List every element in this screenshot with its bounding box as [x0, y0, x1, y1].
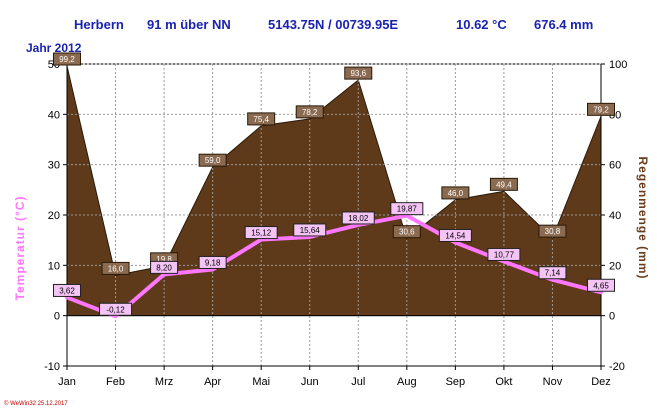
y-tick-label-right: 60: [609, 160, 621, 172]
temperature-data-label: 14,54: [445, 231, 466, 240]
x-tick-label: Feb: [106, 376, 125, 388]
temperature-data-label: 15,12: [251, 229, 272, 238]
x-tick-label: Mai: [252, 376, 270, 388]
precipitation-data-label: 30,8: [545, 227, 561, 236]
temperature-data-label: 10,77: [494, 250, 515, 259]
temperature-data-label: 4,65: [593, 281, 609, 290]
precipitation-data-label: 79,2: [593, 105, 609, 114]
precipitation-data-label: 16,0: [108, 264, 124, 273]
footer-credit: © WeWin32 25.12.2017: [4, 401, 68, 407]
x-tick-label: Jun: [301, 376, 319, 388]
x-tick-label: Apr: [204, 376, 221, 388]
temperature-label-box: [150, 260, 179, 274]
temperature-data-label: 15,64: [300, 226, 321, 235]
precipitation-data-label: 93,6: [350, 69, 366, 78]
x-tick-label: Sep: [446, 376, 466, 388]
temperature-data-label: 18,02: [348, 214, 369, 223]
temperature-data-label: 19,87: [397, 205, 418, 214]
temperature-label-box: [53, 283, 81, 297]
y-tick-label-left: 40: [48, 109, 60, 121]
mean-temperature: 10.62 °C: [456, 17, 507, 32]
y-axis-label-left: Temperatur (°C): [13, 195, 27, 301]
temperature-label-box: [587, 278, 615, 292]
temperature-label-box: [438, 228, 472, 242]
precipitation-label-box: [198, 153, 227, 167]
y-tick-label-right: 20: [609, 260, 621, 272]
x-tick-label: Aug: [397, 376, 417, 388]
precipitation-data-label: 30,6: [399, 228, 415, 237]
y-tick-label-left: -10: [44, 361, 60, 373]
precipitation-label-box: [101, 261, 130, 275]
precipitation-data-label: 78,2: [302, 108, 318, 117]
precipitation-label-box: [53, 52, 81, 66]
x-tick-label: Dez: [591, 376, 611, 388]
y-tick-label-right: 100: [609, 59, 627, 71]
temperature-data-label: 7,14: [545, 269, 561, 278]
precipitation-label-box: [538, 224, 567, 238]
precipitation-label-box: [489, 177, 518, 191]
temperature-data-label: -0,12: [106, 305, 125, 314]
x-tick-label: Jan: [58, 376, 76, 388]
y-tick-label-left: 30: [48, 160, 60, 172]
temperature-data-label: 3,62: [59, 286, 75, 295]
temperature-label-box: [538, 266, 567, 280]
precipitation-label-box: [247, 112, 276, 126]
y-tick-label-left: 20: [48, 210, 60, 222]
station-elevation: 91 m über NN: [147, 17, 231, 32]
precipitation-data-label: 59,0: [205, 156, 221, 165]
temperature-label-box: [390, 202, 424, 216]
station-name: Herbern: [74, 17, 124, 32]
precipitation-label-box: [441, 186, 470, 200]
precipitation-data-label: 75,4: [253, 115, 269, 124]
precipitation-data-label: 49,4: [496, 180, 512, 189]
year-label: Jahr 2012: [26, 41, 82, 55]
x-tick-label: Okt: [495, 376, 512, 388]
y-tick-label-right: 40: [609, 210, 621, 222]
y-tick-label-left: 10: [48, 260, 60, 272]
y-tick-label-right: 0: [609, 311, 615, 323]
temperature-label-box: [99, 302, 133, 316]
temperature-line: [65, 213, 603, 319]
precipitation-data-label: 19,8: [156, 255, 172, 264]
temperature-label-box: [244, 226, 278, 240]
temperature-label-box: [487, 247, 521, 261]
precipitation-label-box: [587, 102, 615, 116]
precipitation-data-label: 46,0: [448, 189, 464, 198]
precipitation-label-box: [344, 66, 373, 80]
x-tick-label: Jul: [351, 376, 365, 388]
temperature-label-box: [293, 223, 327, 237]
precipitation-label-box: [295, 105, 324, 119]
temperature-label-box: [341, 211, 375, 225]
y-tick-label-left: 0: [54, 311, 60, 323]
temperature-data-label: 9,18: [205, 258, 221, 267]
y-tick-label-right: -20: [609, 361, 625, 373]
precipitation-data-label: 99,2: [59, 55, 75, 64]
station-coordinates: 5143.75N / 00739.95E: [268, 17, 399, 32]
total-precipitation: 676.4 mm: [534, 17, 594, 32]
temperature-label-box: [198, 255, 227, 269]
x-tick-label: Nov: [543, 376, 563, 388]
x-tick-label: Mrz: [155, 376, 173, 388]
precipitation-label-box: [392, 225, 421, 239]
temperature-data-label: 8,20: [156, 263, 172, 272]
y-axis-label-right: Regenmenge (mm): [636, 156, 650, 280]
